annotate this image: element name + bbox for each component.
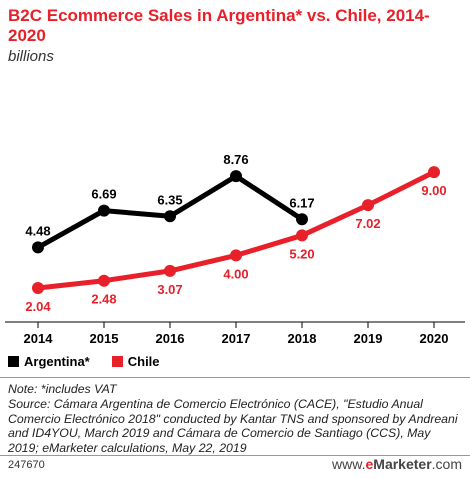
data-point-argentina-2017 bbox=[230, 170, 242, 183]
brand-logo: www.eMarketer.com bbox=[332, 456, 462, 472]
x-tick-label-2019: 2019 bbox=[354, 331, 383, 345]
data-point-argentina-2018 bbox=[296, 213, 308, 226]
brand-suffix: .com bbox=[431, 456, 462, 472]
legend-label-argentina: Argentina* bbox=[24, 353, 90, 369]
data-label-argentina-2018: 6.17 bbox=[289, 195, 314, 210]
chart-id: 247670 bbox=[8, 459, 45, 471]
data-label-argentina-2016: 6.35 bbox=[157, 192, 182, 207]
legend-swatch-chile bbox=[111, 355, 123, 367]
line-chart: 2014 2015 2016 2017 2018 2019 2020 4.48 6.69 6.35… bbox=[5, 152, 465, 345]
data-label-argentina-2014: 4.48 bbox=[25, 223, 50, 238]
data-label-chile-2020: 9.00 bbox=[421, 183, 446, 198]
brand-name: Marketer bbox=[373, 456, 432, 472]
data-label-chile-2018: 5.20 bbox=[289, 246, 314, 261]
data-label-argentina-2017: 8.76 bbox=[223, 152, 248, 167]
data-point-chile-2016 bbox=[164, 264, 176, 277]
data-point-argentina-2014 bbox=[32, 241, 44, 254]
data-label-chile-2016: 3.07 bbox=[157, 282, 182, 297]
data-label-chile-2017: 4.00 bbox=[223, 266, 248, 281]
data-point-argentina-2016 bbox=[164, 210, 176, 223]
data-label-argentina-2015: 6.69 bbox=[91, 187, 116, 202]
source-text: Source: Cámara Argentina de Comercio Ele… bbox=[8, 396, 458, 456]
brand-e: e bbox=[365, 456, 374, 472]
divider-bottom bbox=[0, 455, 470, 456]
x-tick-label-2020: 2020 bbox=[420, 331, 449, 345]
data-label-chile-2014: 2.04 bbox=[25, 299, 51, 314]
data-point-chile-2015 bbox=[98, 274, 110, 287]
data-point-chile-2020 bbox=[428, 166, 440, 179]
chart-title: B2C Ecommerce Sales in Argentina* vs. Ch… bbox=[8, 6, 430, 45]
data-point-chile-2014 bbox=[32, 282, 44, 295]
legend-item-chile: Chile bbox=[111, 353, 160, 369]
data-label-chile-2019: 7.02 bbox=[355, 216, 380, 231]
legend-swatch-argentina bbox=[8, 355, 19, 367]
legend-label-chile: Chile bbox=[127, 353, 160, 369]
chart-subtitle: billions bbox=[8, 48, 54, 65]
x-tick-label-2018: 2018 bbox=[288, 331, 317, 345]
x-tick-label-2016: 2016 bbox=[156, 331, 185, 345]
x-tick-label-2015: 2015 bbox=[90, 331, 119, 345]
x-tick-label-2017: 2017 bbox=[222, 331, 251, 345]
data-point-chile-2019 bbox=[362, 199, 374, 212]
legend-item-argentina: Argentina* bbox=[8, 354, 90, 369]
data-point-chile-2017 bbox=[230, 249, 242, 262]
data-point-chile-2018 bbox=[296, 229, 308, 242]
note-line: Note: *includes VAT bbox=[8, 382, 117, 396]
x-tick-label-2014: 2014 bbox=[24, 331, 54, 345]
data-label-chile-2015: 2.48 bbox=[91, 292, 116, 307]
brand-prefix: www. bbox=[332, 456, 366, 472]
source-note: Note: *includes VAT Source: Cámara Argen… bbox=[8, 382, 464, 456]
divider-top bbox=[0, 377, 470, 378]
data-point-argentina-2015 bbox=[98, 204, 110, 217]
legend: Argentina* Chile bbox=[8, 351, 182, 371]
